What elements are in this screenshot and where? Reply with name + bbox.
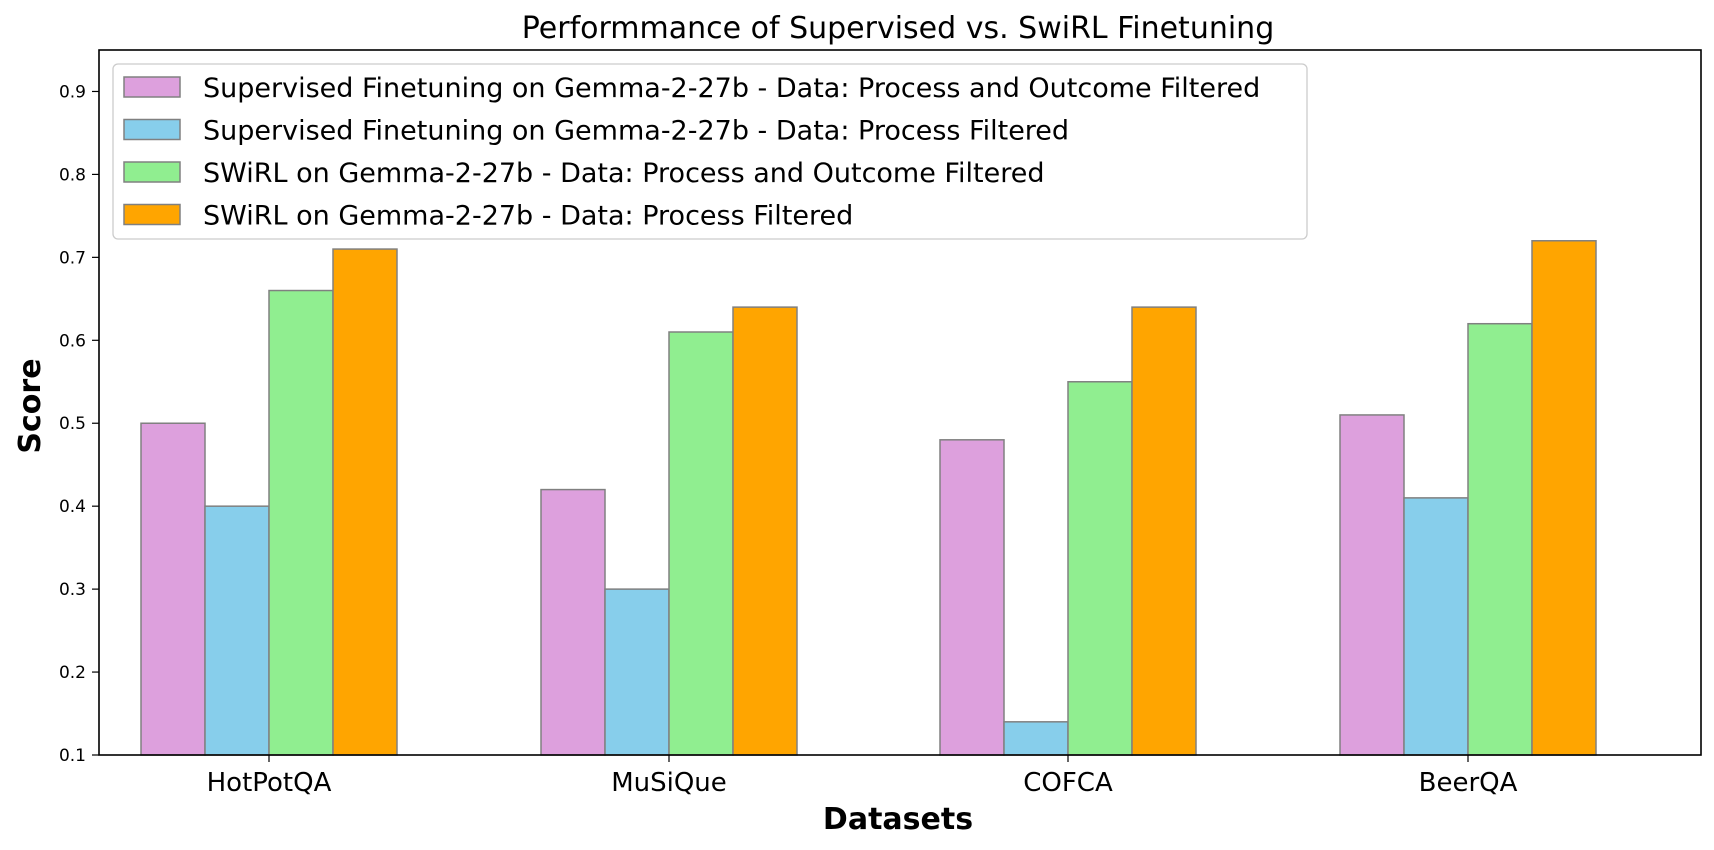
x-tick-label-hotpotqa: HotPotQA	[207, 768, 332, 798]
bar-series3-cofca	[1067, 381, 1133, 756]
bar-series1-cofca	[939, 439, 1005, 756]
bar-series1-beerqa	[1339, 414, 1405, 756]
y-tick-label: 0.1	[59, 746, 86, 766]
bar-series2-hotpotqa	[204, 505, 270, 756]
bar-series3-hotpotqa	[268, 289, 334, 756]
y-tick-label: 0.9	[59, 82, 86, 102]
legend-label-series1: Supervised Finetuning on Gemma-2-27b - D…	[203, 73, 1260, 104]
y-tick-label: 0.8	[59, 165, 86, 185]
legend-box	[112, 63, 1308, 240]
legend-label-series2: Supervised Finetuning on Gemma-2-27b - D…	[203, 116, 1069, 147]
x-axis-label: Datasets	[823, 802, 973, 837]
chart-title: Performmance of Supervised vs. SwiRL Fin…	[522, 11, 1275, 46]
y-tick-label: 0.5	[59, 414, 86, 434]
y-tick-label: 0.4	[59, 497, 86, 517]
y-axis-label: Score	[13, 358, 48, 453]
y-axis-ticks: 0.1 0.2 0.3 0.4 0.5 0.6 0.7 0.8 0.9	[59, 82, 99, 766]
bar-series1-hotpotqa	[140, 422, 206, 756]
legend-label-series4: SWiRL on Gemma-2-27b - Data: Process Fil…	[203, 201, 853, 232]
bar-series4-cofca	[1131, 306, 1197, 756]
bar-series4-beerqa	[1531, 240, 1597, 756]
plot-area-frame	[98, 49, 1702, 756]
y-tick-label: 0.3	[59, 580, 86, 600]
bar-series3-beerqa	[1467, 322, 1533, 756]
bar-series2-musique	[604, 588, 670, 756]
bar-series4-hotpotqa	[332, 248, 398, 756]
x-tick-label-musique: MuSiQue	[611, 768, 727, 798]
y-tick-label: 0.7	[59, 248, 86, 268]
bar-series4-musique	[732, 306, 798, 756]
legend-swatch-series1	[123, 76, 181, 98]
legend-swatch-series2	[123, 118, 181, 141]
y-tick-label: 0.6	[59, 331, 86, 351]
bars-layer	[140, 240, 1597, 756]
bar-series2-cofca	[1003, 721, 1069, 756]
x-axis-ticks: HotPotQA MuSiQue COFCA BeerQA	[207, 755, 1518, 798]
y-tick-label: 0.2	[59, 663, 86, 683]
bar-series2-beerqa	[1403, 497, 1469, 756]
legend-label-series3: SWiRL on Gemma-2-27b - Data: Process and…	[203, 158, 1044, 189]
bar-series1-musique	[540, 488, 606, 756]
legend-swatch-series3	[123, 161, 181, 183]
legend: Supervised Finetuning on Gemma-2-27b - D…	[112, 63, 1308, 240]
x-tick-label-cofca: COFCA	[1023, 768, 1113, 798]
bar-series3-musique	[668, 331, 734, 756]
legend-swatch-series4	[123, 203, 181, 226]
x-tick-label-beerqa: BeerQA	[1419, 768, 1518, 798]
